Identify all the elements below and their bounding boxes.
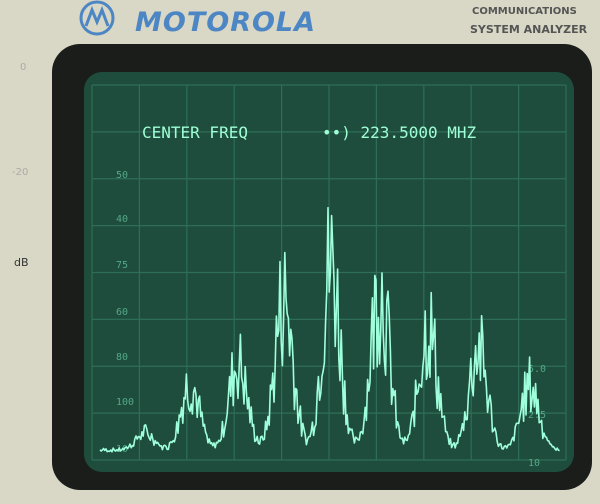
screen-label: CENTER FREQ — [142, 123, 248, 142]
scale-label: 60 — [116, 307, 128, 318]
scale-label: 80 — [116, 352, 128, 363]
screen-readout: ••) 223.5000 MHZ — [322, 123, 476, 142]
scale-label: 50 — [116, 170, 128, 181]
bezel-unit: dB — [14, 256, 29, 269]
scale-label: 75 — [116, 260, 128, 271]
scale-label: 10 — [528, 458, 540, 469]
brand: MOTOROLA — [135, 7, 316, 38]
scale-label: 40 — [116, 214, 128, 225]
photo: MOTOROLA COMMUNICATIONS SYSTEM ANALYZER … — [0, 0, 600, 504]
bezel-mark: -20 — [12, 167, 28, 178]
model-line1: COMMUNICATIONS — [472, 6, 577, 17]
bezel-mark: 0 — [20, 62, 26, 73]
page: MOTOROLA COMMUNICATIONS SYSTEM ANALYZER … — [0, 0, 600, 504]
scale-label: 100 — [116, 397, 134, 408]
model-line2: SYSTEM ANALYZER — [470, 23, 588, 36]
